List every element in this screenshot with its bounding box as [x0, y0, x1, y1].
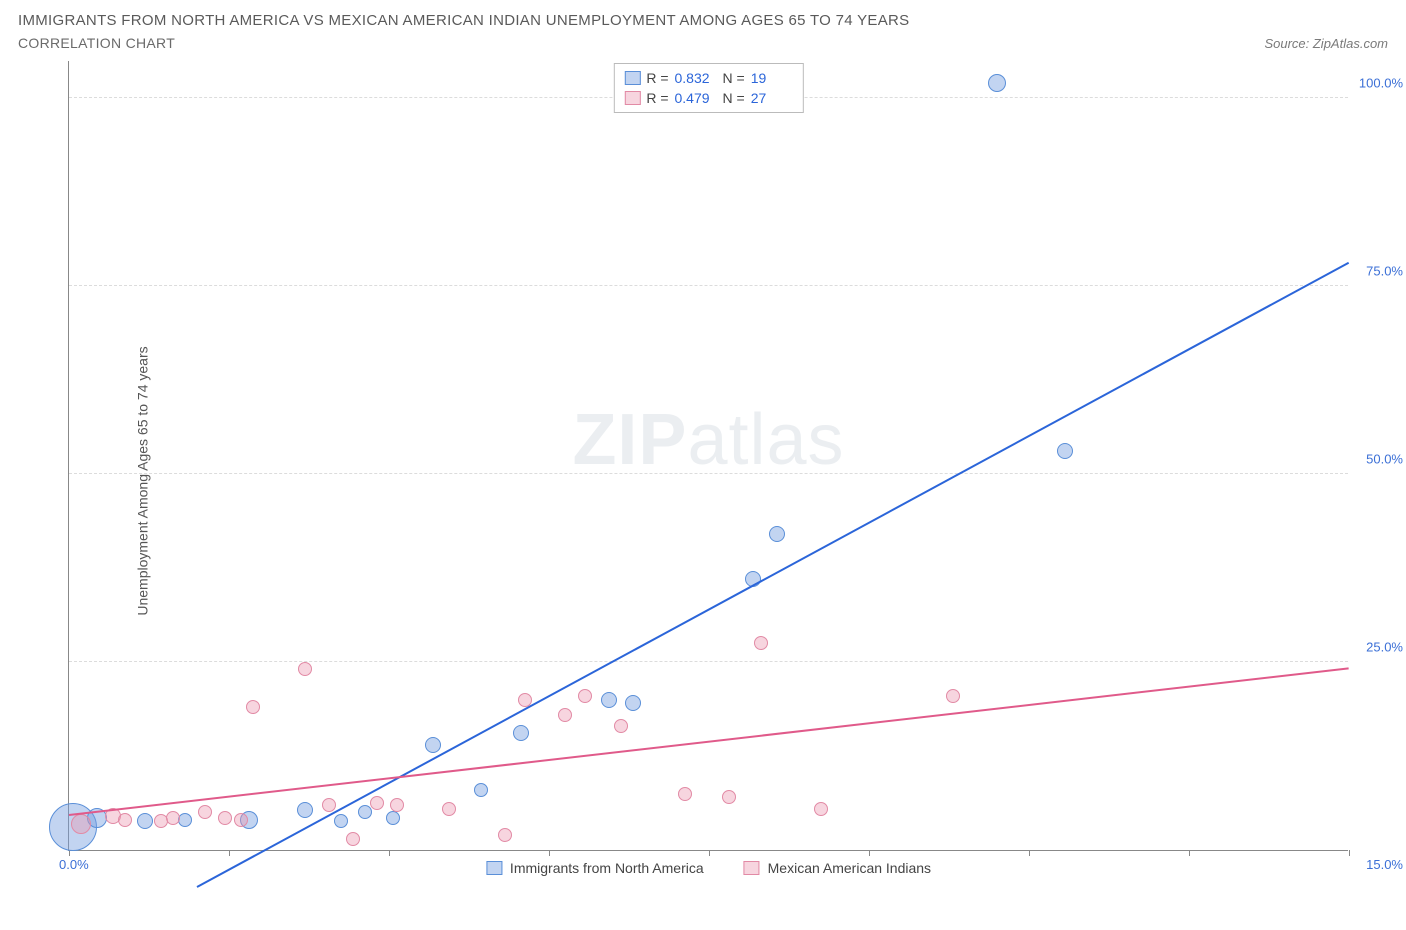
y-tick-label: 25.0% [1366, 639, 1403, 654]
y-tick-label: 50.0% [1366, 451, 1403, 466]
data-point [71, 814, 91, 834]
x-tick [1029, 850, 1030, 856]
data-point [678, 787, 692, 801]
data-point [558, 708, 572, 722]
legend-n-label: N = [723, 90, 745, 106]
data-point [498, 828, 512, 842]
legend-r-label: R = [646, 90, 668, 106]
data-point [218, 811, 232, 825]
legend-row: R = 0.832 N = 19 [624, 68, 792, 88]
data-point [474, 783, 488, 797]
header-block: IMMIGRANTS FROM NORTH AMERICA VS MEXICAN… [18, 12, 1388, 51]
data-point [946, 689, 960, 703]
data-point [334, 814, 348, 828]
trend-line [69, 667, 1349, 816]
legend-n-label: N = [723, 70, 745, 86]
legend-item: Immigrants from North America [486, 860, 704, 876]
data-point [298, 662, 312, 676]
y-tick-label: 75.0% [1366, 263, 1403, 278]
chart-source: Source: ZipAtlas.com [1264, 36, 1388, 51]
correlation-legend: R = 0.832 N = 19 R = 0.479 N = 27 [613, 63, 803, 113]
series-legend: Immigrants from North America Mexican Ame… [486, 860, 931, 876]
x-axis-right-label: 15.0% [1366, 857, 1403, 872]
data-point [386, 811, 400, 825]
legend-swatch [744, 861, 760, 875]
legend-item: Mexican American Indians [744, 860, 931, 876]
x-axis-left-label: 0.0% [59, 857, 89, 872]
data-point [246, 700, 260, 714]
legend-n-value: 19 [751, 70, 793, 86]
data-point [769, 526, 785, 542]
data-point [358, 805, 372, 819]
x-tick [549, 850, 550, 856]
legend-r-label: R = [646, 70, 668, 86]
data-point [346, 832, 360, 846]
legend-label: Immigrants from North America [510, 860, 704, 876]
gridline [69, 285, 1348, 286]
data-point [322, 798, 336, 812]
data-point [166, 811, 180, 825]
y-tick-label: 100.0% [1359, 75, 1403, 90]
x-tick [1189, 850, 1190, 856]
x-tick [1349, 850, 1350, 856]
data-point [578, 689, 592, 703]
data-point [425, 737, 441, 753]
data-point [814, 802, 828, 816]
data-point [234, 813, 248, 827]
data-point [518, 693, 532, 707]
data-point [1057, 443, 1073, 459]
legend-label: Mexican American Indians [768, 860, 931, 876]
x-tick [709, 850, 710, 856]
data-point [625, 695, 641, 711]
legend-swatch [486, 861, 502, 875]
trend-line [197, 261, 1350, 887]
chart-title: IMMIGRANTS FROM NORTH AMERICA VS MEXICAN… [18, 12, 1388, 29]
data-point [370, 796, 384, 810]
data-point [722, 790, 736, 804]
data-point [118, 813, 132, 827]
data-point [988, 74, 1006, 92]
data-point [614, 719, 628, 733]
legend-r-value: 0.832 [675, 70, 717, 86]
watermark: ZIPatlas [572, 399, 844, 481]
chart-subtitle: CORRELATION CHART [18, 35, 175, 51]
data-point [754, 636, 768, 650]
data-point [297, 802, 313, 818]
x-tick [229, 850, 230, 856]
data-point [601, 692, 617, 708]
data-point [137, 813, 153, 829]
chart-container: Unemployment Among Ages 65 to 74 years Z… [18, 61, 1388, 901]
data-point [390, 798, 404, 812]
x-tick [869, 850, 870, 856]
legend-r-value: 0.479 [675, 90, 717, 106]
data-point [198, 805, 212, 819]
gridline [69, 473, 1348, 474]
legend-swatch [624, 71, 640, 85]
data-point [442, 802, 456, 816]
legend-n-value: 27 [751, 90, 793, 106]
legend-row: R = 0.479 N = 27 [624, 88, 792, 108]
x-tick [389, 850, 390, 856]
legend-swatch [624, 91, 640, 105]
gridline [69, 661, 1348, 662]
data-point [178, 813, 192, 827]
plot-area: ZIPatlas 25.0%50.0%75.0%100.0%0.0%15.0%R… [68, 61, 1348, 851]
data-point [513, 725, 529, 741]
